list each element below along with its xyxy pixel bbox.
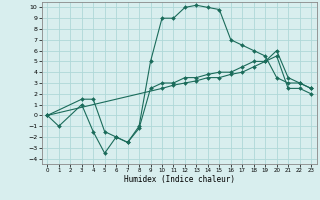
X-axis label: Humidex (Indice chaleur): Humidex (Indice chaleur) [124,175,235,184]
